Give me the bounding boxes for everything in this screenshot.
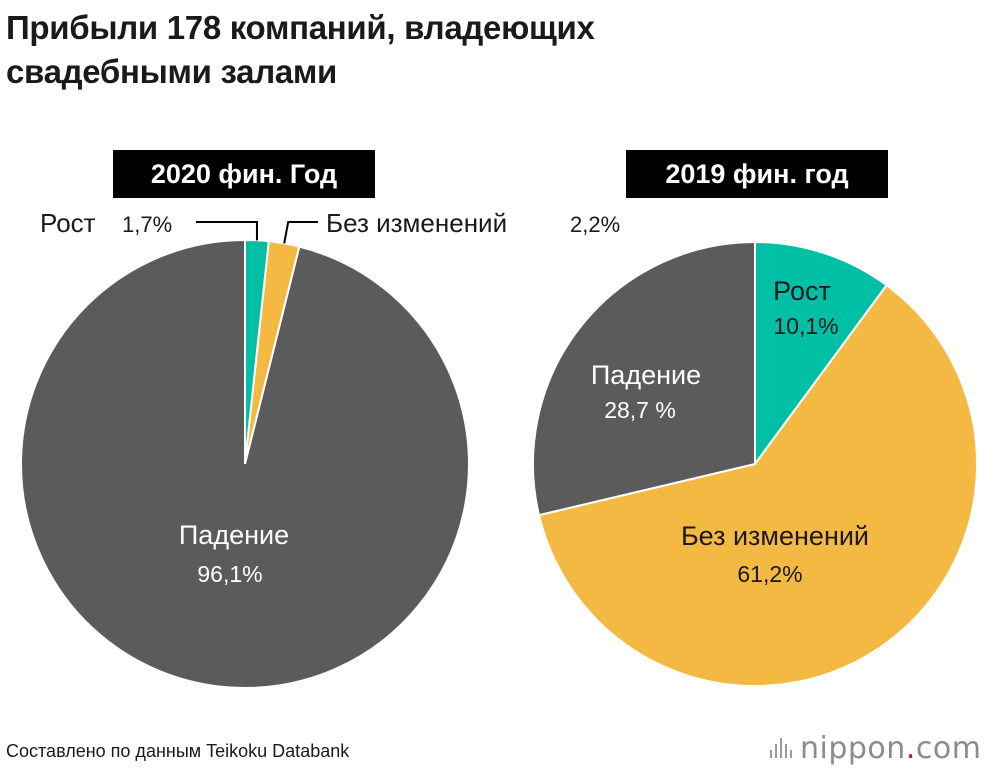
pie-2019-slice-1: [754, 240, 889, 468]
pie-2019-value-nochange: 61,2%: [737, 561, 802, 587]
chart-title: Прибыли 178 компаний, владеющих свадебны…: [6, 6, 906, 94]
pie-2019-label-nochange: Без изменений: [681, 521, 869, 551]
pie-2019-label-decline: Падение: [591, 360, 701, 390]
pie-2020-value-decline: 96,1%: [197, 561, 262, 587]
logo-bars-icon: [770, 738, 792, 758]
pie-2019-value-decline: 28,7 %: [604, 397, 676, 423]
pie-2019-slice-2: [537, 283, 978, 688]
pie-2019-value-growth: 10,1%: [773, 313, 838, 339]
logo-main: nippon: [800, 730, 906, 766]
pie-2019-label-growth: Рост: [773, 276, 831, 306]
pie-2020-leader-growth: [196, 221, 258, 241]
pie-2020-label-nochange: Без изменений: [326, 208, 507, 238]
chart-title-line-1: Прибыли 178 компаний, владеющих: [6, 9, 595, 46]
chart-title-line-2: свадебными залами: [6, 53, 338, 90]
pie-2020-value-nochange: 2,2%: [570, 212, 620, 237]
pie-2020-slice-3: [20, 238, 470, 689]
pie-title-2019: 2019 фин. год: [626, 150, 888, 198]
logo-tld: com: [915, 730, 982, 766]
pie-2020-label-decline: Падение: [179, 520, 289, 550]
pie-2019-slice-3: [532, 240, 756, 517]
pie-2020-value-growth: 1,7%: [122, 212, 172, 237]
pie-title-2020: 2020 фин. Год: [113, 150, 375, 198]
logo-dot: .: [905, 730, 916, 766]
pie-2020-leader-nochange: [283, 221, 318, 244]
source-note: Составлено по данным Teikoku Databank: [6, 741, 350, 761]
pie-2020-label-growth: Рост: [40, 208, 96, 238]
nippon-logo: nippon.com: [770, 730, 981, 766]
